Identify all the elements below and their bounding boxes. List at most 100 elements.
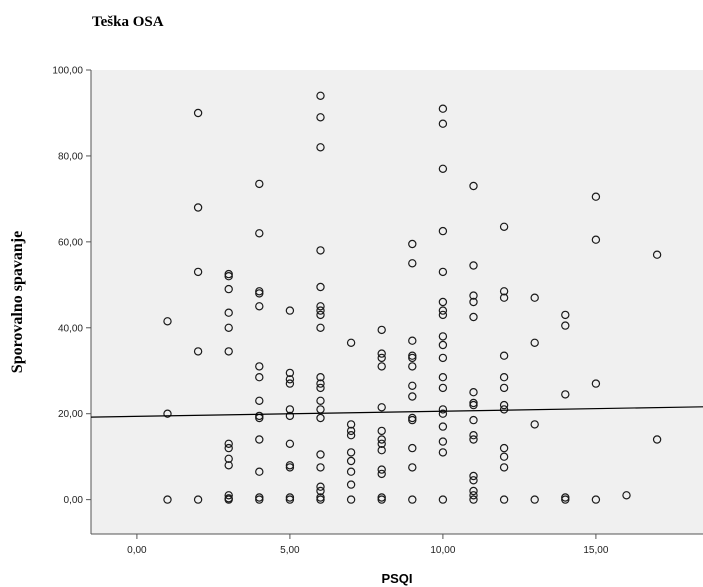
data-point bbox=[469, 312, 478, 322]
y-tick-label: 100,00 bbox=[52, 66, 83, 77]
y-tick-label: 20,00 bbox=[58, 409, 83, 420]
data-point bbox=[408, 353, 417, 363]
data-point bbox=[408, 351, 417, 360]
data-point bbox=[499, 383, 509, 393]
data-point bbox=[316, 323, 325, 332]
data-point bbox=[499, 222, 509, 231]
data-point bbox=[285, 306, 295, 315]
data-point bbox=[255, 302, 264, 311]
data-point bbox=[469, 415, 478, 425]
data-point bbox=[591, 495, 601, 504]
data-point bbox=[591, 379, 601, 388]
data-point bbox=[285, 463, 295, 472]
data-point bbox=[346, 480, 356, 489]
data-point bbox=[163, 495, 172, 504]
data-point bbox=[408, 336, 417, 345]
data-point bbox=[377, 469, 386, 479]
data-point bbox=[285, 379, 295, 388]
data-point bbox=[255, 467, 264, 476]
data-point bbox=[438, 405, 448, 414]
y-axis-title: Sporovalno spavanje bbox=[9, 231, 26, 373]
data-point bbox=[255, 362, 264, 371]
data-point bbox=[438, 267, 448, 277]
data-point bbox=[499, 293, 509, 302]
data-point bbox=[530, 293, 539, 302]
data-point bbox=[408, 239, 417, 249]
data-point bbox=[316, 383, 325, 393]
data-point bbox=[438, 353, 448, 363]
data-point bbox=[224, 347, 233, 356]
data-point bbox=[408, 392, 417, 401]
data-point bbox=[255, 229, 264, 238]
y-tick-label: 80,00 bbox=[58, 151, 83, 162]
data-point bbox=[622, 491, 631, 500]
data-point bbox=[469, 291, 478, 300]
data-point bbox=[499, 452, 509, 461]
data-point bbox=[438, 340, 448, 350]
data-point bbox=[438, 495, 448, 504]
data-point bbox=[377, 325, 386, 335]
data-point bbox=[316, 113, 325, 122]
data-point bbox=[316, 143, 325, 152]
data-point bbox=[469, 431, 478, 440]
data-point bbox=[377, 446, 386, 455]
x-axis-title: PSQI bbox=[381, 571, 412, 586]
data-point bbox=[377, 349, 386, 358]
data-point bbox=[469, 435, 478, 444]
data-point bbox=[285, 439, 295, 448]
data-point bbox=[224, 443, 233, 453]
data-point bbox=[377, 353, 386, 363]
data-point bbox=[224, 323, 233, 332]
data-point bbox=[377, 403, 386, 412]
data-point bbox=[316, 373, 325, 382]
data-point bbox=[316, 463, 325, 472]
data-point bbox=[408, 259, 417, 268]
data-point bbox=[224, 491, 233, 500]
data-point bbox=[408, 362, 417, 371]
data-point bbox=[377, 495, 386, 504]
data-point bbox=[438, 422, 448, 431]
data-point bbox=[499, 405, 509, 414]
data-point bbox=[591, 192, 601, 201]
y-tick-label: 40,00 bbox=[58, 323, 83, 334]
data-point bbox=[591, 235, 601, 244]
data-point bbox=[346, 495, 356, 504]
data-point bbox=[316, 282, 325, 292]
data-point bbox=[346, 456, 356, 466]
page-title: Teška OSA bbox=[92, 14, 164, 30]
data-point bbox=[408, 381, 417, 390]
data-point bbox=[316, 306, 325, 315]
data-point bbox=[438, 383, 448, 393]
data-point bbox=[469, 491, 478, 500]
data-point bbox=[316, 396, 325, 405]
data-point bbox=[193, 495, 203, 504]
data-point bbox=[438, 409, 448, 418]
data-point bbox=[469, 495, 478, 504]
data-point bbox=[438, 310, 448, 320]
data-point bbox=[499, 463, 509, 472]
data-point bbox=[377, 465, 386, 474]
data-point bbox=[438, 306, 448, 315]
x-tick-label: 10,00 bbox=[430, 545, 455, 556]
data-point bbox=[285, 375, 295, 384]
data-point bbox=[285, 411, 295, 421]
data-point bbox=[316, 246, 325, 255]
data-point bbox=[193, 203, 203, 212]
data-point bbox=[377, 435, 386, 444]
data-point bbox=[469, 388, 478, 397]
data-point bbox=[438, 226, 448, 236]
data-point bbox=[438, 332, 448, 341]
data-point bbox=[469, 476, 478, 485]
data-point bbox=[530, 338, 539, 347]
data-point bbox=[438, 104, 448, 113]
data-point bbox=[346, 426, 356, 436]
data-point bbox=[469, 486, 478, 496]
data-point bbox=[255, 289, 264, 298]
data-point bbox=[163, 409, 172, 418]
data-point bbox=[377, 439, 386, 448]
data-point bbox=[346, 431, 356, 440]
data-point bbox=[469, 297, 478, 307]
data-point bbox=[346, 448, 356, 457]
data-point bbox=[469, 471, 478, 481]
x-tick-label: 5,00 bbox=[280, 545, 300, 556]
